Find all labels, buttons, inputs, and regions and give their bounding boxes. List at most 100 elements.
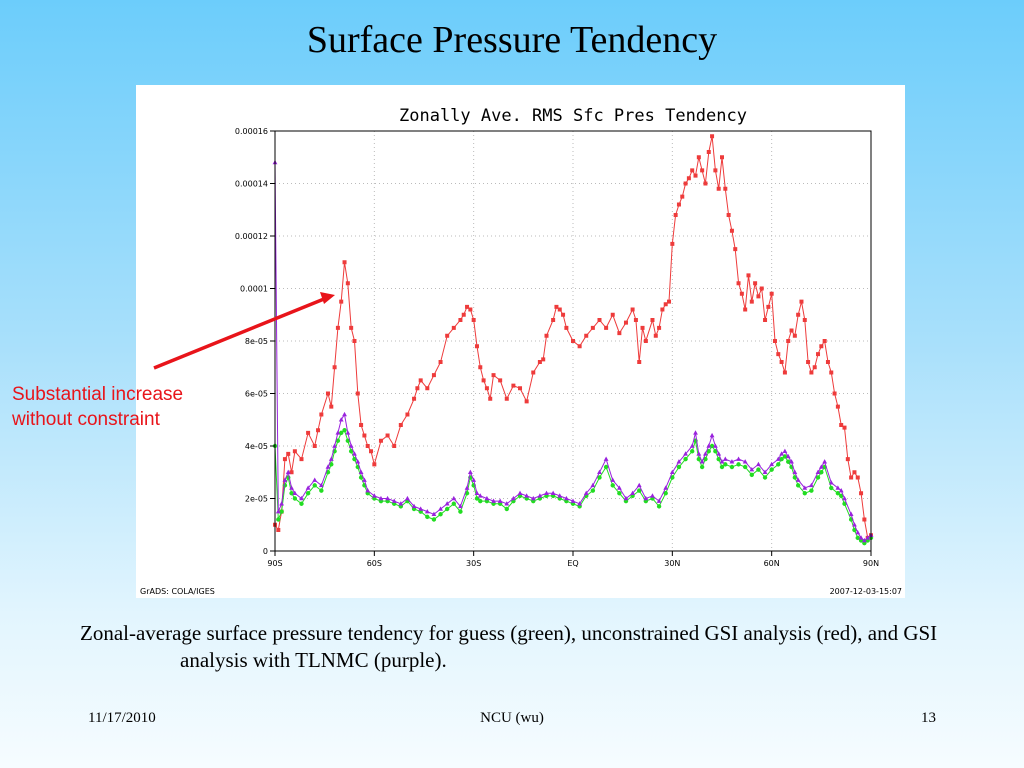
data-point: [292, 449, 297, 454]
data-point: [478, 498, 483, 504]
data-point: [670, 475, 675, 480]
data-point: [862, 517, 867, 522]
data-point: [849, 475, 854, 480]
data-point: [829, 370, 834, 375]
data-point: [842, 495, 847, 501]
data-point: [342, 411, 347, 417]
data-point: [385, 495, 390, 501]
data-point: [282, 457, 287, 462]
data-point: [839, 423, 844, 427]
data-point: [438, 360, 443, 364]
data-point: [713, 168, 718, 173]
data-point: [312, 477, 318, 482]
data-point: [736, 281, 741, 286]
data-point: [405, 495, 410, 501]
data-point: [706, 150, 711, 154]
data-point: [544, 333, 549, 338]
y-tick-label: 0: [263, 547, 268, 556]
data-point: [756, 461, 761, 467]
data-point: [660, 307, 665, 312]
y-tick-label: 2e-05: [245, 495, 268, 504]
data-point: [683, 181, 688, 186]
data-point: [630, 307, 635, 312]
annotation-text: Substantial increase without constraint: [12, 382, 183, 432]
data-point: [541, 357, 546, 362]
data-point: [630, 490, 635, 496]
data-point: [719, 459, 725, 464]
data-point: [763, 318, 768, 322]
data-point: [855, 475, 860, 480]
data-point: [282, 477, 288, 482]
data-point: [531, 370, 536, 375]
data-point: [689, 443, 695, 448]
data-point: [285, 469, 291, 475]
data-point: [444, 501, 450, 506]
data-point: [720, 155, 724, 160]
chart-title: Zonally Ave. RMS Sfc Pres Tendency: [399, 106, 747, 126]
data-point: [305, 485, 311, 490]
data-point: [358, 469, 364, 475]
data-point: [716, 451, 722, 456]
data-point: [818, 464, 824, 469]
data-point: [792, 333, 797, 338]
data-point: [425, 514, 430, 520]
data-point: [743, 307, 748, 312]
data-point: [571, 339, 575, 343]
data-point: [792, 475, 798, 480]
data-point: [345, 281, 350, 286]
data-point: [563, 495, 569, 501]
data-point: [355, 459, 361, 464]
data-point: [369, 449, 374, 454]
data-point: [590, 325, 595, 330]
data-point: [617, 331, 622, 336]
y-tick-label: 6e-05: [245, 390, 268, 399]
axis-layer: 0 2e-05 4e-05 6e-05 8e-05 0.0001 0.00012 0.0001…: [235, 127, 879, 568]
data-point: [391, 498, 397, 503]
data-point: [415, 386, 420, 391]
data-point: [786, 339, 791, 343]
data-point: [802, 491, 807, 496]
data-point: [633, 318, 638, 322]
data-point: [796, 312, 801, 317]
data-point: [378, 495, 384, 501]
data-point: [852, 527, 857, 533]
data-point: [733, 247, 738, 252]
data-point: [785, 453, 791, 459]
data-point: [299, 495, 304, 501]
data-point: [802, 318, 807, 322]
data-point: [690, 168, 695, 173]
data-point: [822, 339, 827, 343]
data-point: [312, 483, 317, 488]
data-point: [696, 456, 702, 462]
data-point: [276, 517, 281, 522]
data-point: [339, 430, 344, 436]
data-point: [497, 498, 503, 503]
data-point: [690, 449, 695, 454]
data-point: [577, 344, 582, 349]
data-point: [557, 493, 563, 498]
data-point: [355, 391, 360, 396]
data-point: [471, 477, 477, 482]
data-point: [398, 501, 404, 506]
data-point: [832, 391, 837, 396]
data-point: [481, 378, 486, 383]
data-point: [348, 443, 354, 448]
data-point: [617, 491, 622, 496]
data-point: [706, 449, 711, 454]
data-point: [362, 433, 367, 438]
data-point: [597, 469, 602, 475]
data-point: [365, 488, 371, 493]
data-point: [451, 325, 456, 330]
data-point: [816, 352, 821, 357]
data-point: [703, 456, 708, 462]
data-point: [348, 449, 354, 454]
data-point: [656, 498, 662, 503]
data-point: [590, 482, 596, 488]
data-point: [484, 386, 489, 391]
data-point: [848, 511, 854, 517]
data-point: [431, 373, 436, 378]
data-point: [779, 456, 784, 462]
data-point: [292, 490, 298, 496]
data-point: [299, 457, 304, 462]
data-point: [786, 459, 791, 464]
